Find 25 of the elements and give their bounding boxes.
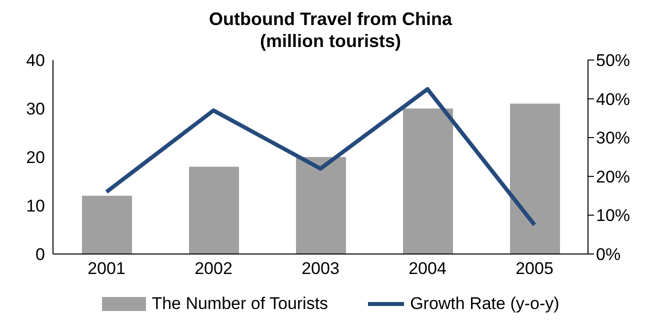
x-tick-label: 2004 [408,259,446,278]
x-tick-label: 2002 [194,259,232,278]
y-tick-label: 20 [26,148,45,168]
bar [403,108,453,254]
bar [296,157,346,254]
legend-label: The Number of Tourists [152,294,328,314]
y2-tick-label: 40% [596,90,630,109]
y-tick-label: 0 [36,245,45,264]
x-tick-label: 2005 [516,259,554,278]
bar [82,196,132,254]
y-tick-label: 10 [26,196,45,216]
y2-tick-label: 30% [596,128,630,148]
y2-tick-label: 20% [596,167,630,186]
y2-tick-label: 0% [596,245,621,264]
y2-tick-label: 50% [596,51,630,70]
line-series [104,87,536,227]
legend-label: Growth Rate (y-o-y) [410,294,560,314]
bar [510,104,560,254]
bar [189,166,239,254]
x-tick-label: 2003 [302,259,340,278]
x-tick-label: 2001 [88,259,126,278]
y-tick-label: 30 [26,100,45,119]
y2-tick-label: 10% [596,206,630,226]
y-tick-label: 40 [26,51,45,70]
chart-title: Outbound Travel from China (million tourists) [208,8,454,52]
